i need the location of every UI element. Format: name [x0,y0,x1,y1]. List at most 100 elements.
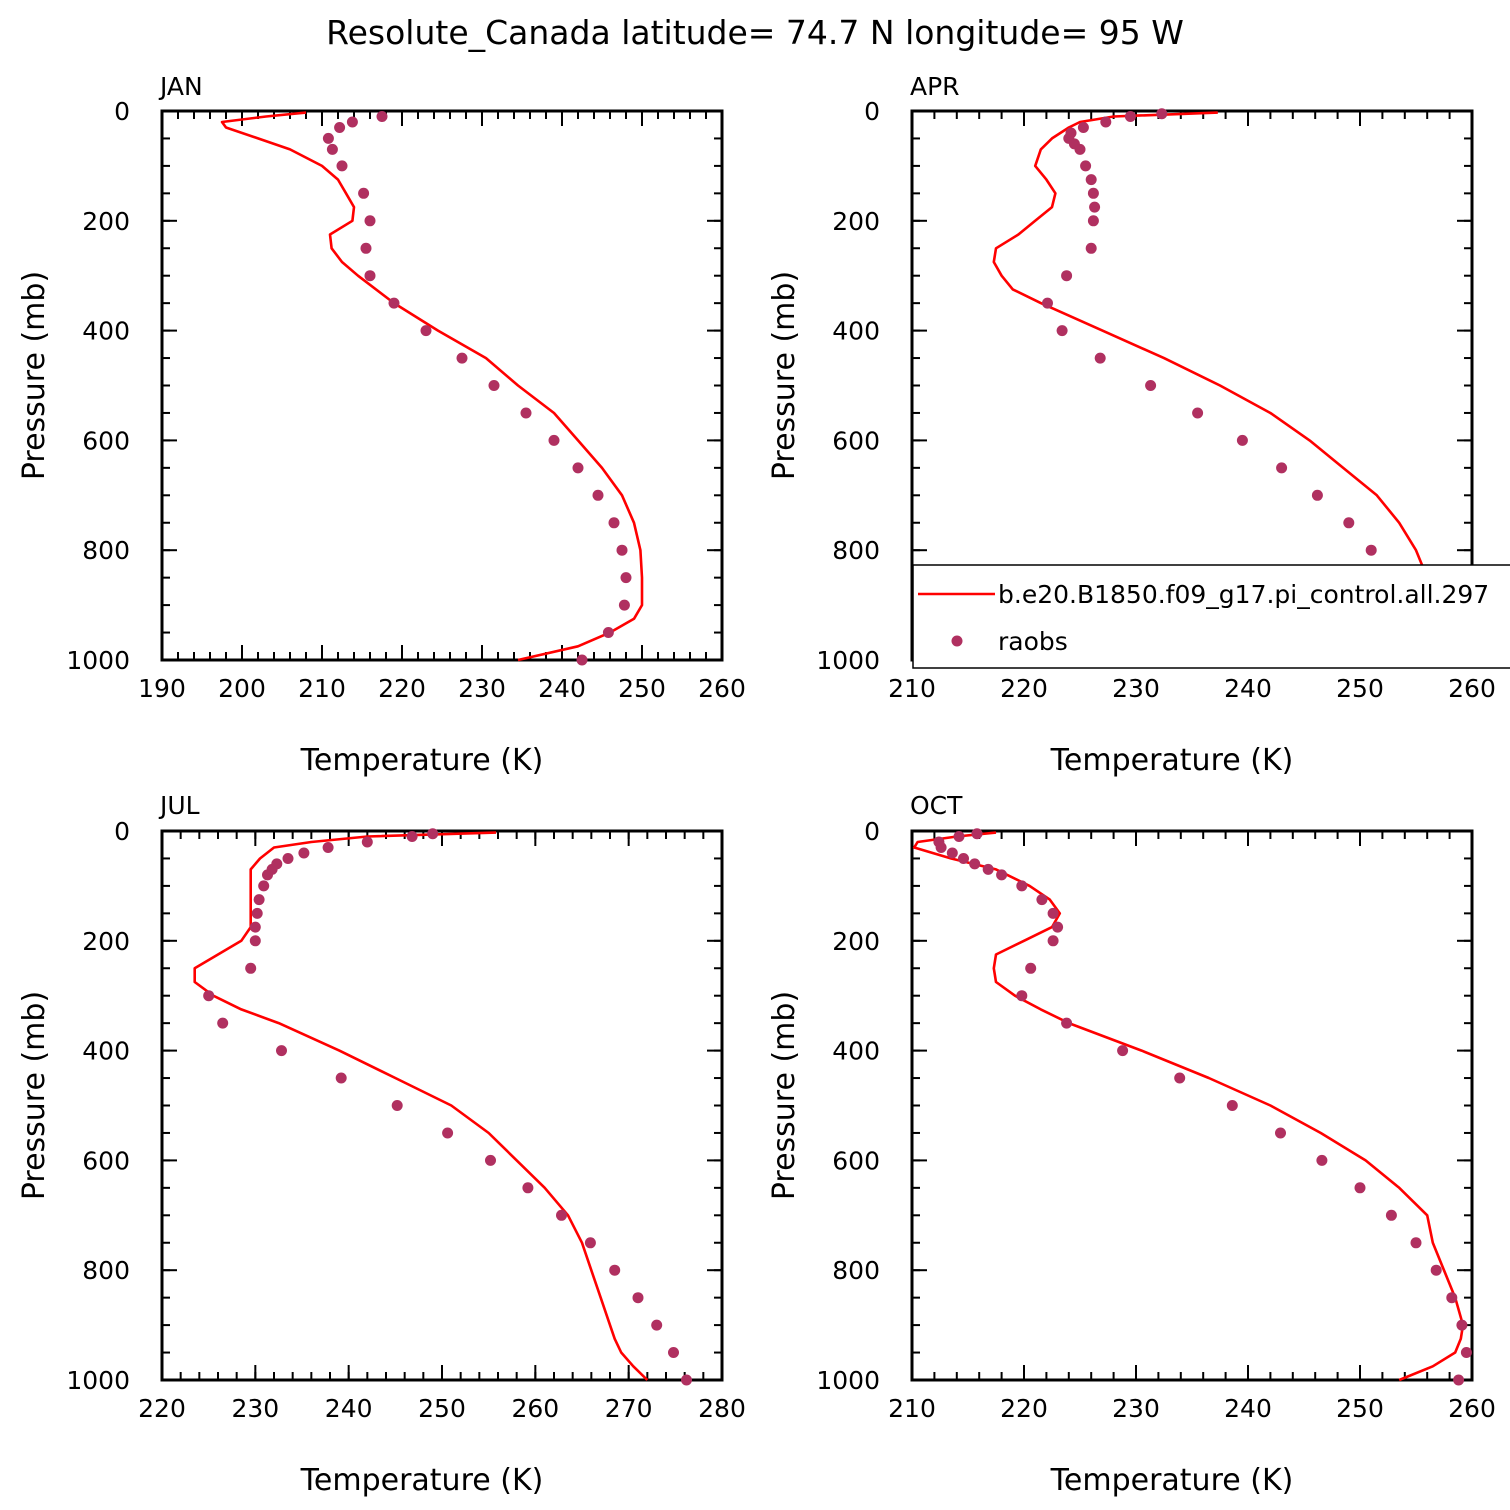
y-tick-label: 400 [82,1037,130,1066]
y-tick-label: 1000 [66,646,130,675]
obs-point [282,853,294,864]
obs-point [1456,1319,1468,1331]
obs-point [1365,544,1377,556]
obs-point [618,599,630,611]
obs-point [1080,160,1092,172]
obs-point [203,990,215,1002]
y-tick-label: 800 [832,536,880,565]
y-tick-label: 400 [82,317,130,346]
x-tick-label: 280 [698,1394,746,1423]
obs-point [336,160,348,172]
y-tick-label: 0 [114,817,130,846]
panel-jul: JUL 220 230 240 250 260 270 280 0 200 400 600 800 100… [17,791,746,1498]
obs-point [346,116,358,128]
y-tick-label: 200 [832,207,880,236]
x-tick-label: 250 [1336,674,1384,703]
obs-point [584,1237,596,1249]
panel-label-jan: JAN [158,72,203,101]
obs-point [1056,325,1068,337]
obs-point [556,1209,567,1221]
x-tick-label: 190 [138,674,186,703]
obs-point [1316,1154,1328,1166]
x-tick-label: 230 [1112,1394,1160,1423]
x-tick-label: 250 [1336,1394,1384,1423]
panel-label-oct: OCT [910,791,963,820]
obs-point [1192,407,1204,419]
obs-point [1036,894,1048,906]
obs-point [1042,297,1053,309]
obs-point [406,831,418,842]
obs-point [258,880,270,892]
y-axis-label: Pressure (mb) [17,271,52,480]
obs-point [1085,174,1097,186]
y-tick-label: 0 [864,97,880,126]
obs-point [616,544,628,556]
y-axis-label: Pressure (mb) [17,991,52,1200]
obs-point [1117,1045,1129,1057]
obs-point [1089,201,1101,213]
x-tick-label: 210 [888,1394,936,1423]
obs-point [1100,116,1112,128]
obs-point [334,122,346,133]
x-tick-label: 240 [1224,1394,1272,1423]
obs-point [1077,122,1089,133]
obs-point [253,894,265,906]
obs-point [946,847,958,859]
obs-point [651,1319,663,1331]
obs-point [249,921,261,933]
obs-point [298,847,310,859]
obs-point [1276,462,1288,474]
plot-frame [160,829,724,1382]
legend-box [912,564,1510,669]
obs-point [1460,1347,1472,1358]
obs-point [442,1127,454,1139]
panel-oct: OCT 210 220 230 240 250 260 0 200 400 600 800 1000 Te… [767,791,1496,1498]
obs-point [217,1017,229,1029]
obs-point [251,907,263,919]
obs-point [609,1264,621,1276]
x-tick-label: 260 [1448,674,1496,703]
obs-point [1052,921,1064,933]
obs-point [958,853,969,864]
x-tick-label: 240 [538,674,586,703]
panels: JAN 190 200 210 220 230 240 250 260 0 200 400 600 800… [17,72,1496,1498]
obs-point [361,836,373,848]
legend: b.e20.B1850.f09_g17.pi_control.all.297 r… [912,564,1510,669]
obs-point [572,462,584,474]
obs-point [245,962,257,974]
obs-point [602,627,614,638]
x-tick-label: 230 [1112,674,1160,703]
obs-point [1085,242,1097,254]
y-tick-label: 600 [82,426,130,455]
obs-point [376,111,388,122]
x-tick-label: 210 [298,674,346,703]
obs-point [620,572,632,584]
obs-point [1430,1264,1442,1276]
y-tick-label: 400 [832,1037,880,1066]
obs-point [364,270,376,282]
plot-frame [910,829,1474,1382]
obs-point [1061,1017,1073,1029]
x-tick-label: 230 [231,1394,279,1423]
obs-point [427,828,439,840]
obs-point [1236,434,1248,446]
y-axis-label: Pressure (mb) [767,271,802,480]
x-tick-label: 260 [698,674,746,703]
obs-point [1016,880,1028,892]
panel-apr: APR 210 220 230 240 250 260 0 200 400 600 800 1000 Te… [767,72,1496,778]
panel-label-apr: APR [910,72,960,101]
y-tick-label: 200 [832,927,880,956]
obs-point [1047,935,1059,947]
obs-point [1145,380,1157,391]
obs-point [322,132,334,144]
x-tick-label: 220 [138,1394,186,1423]
obs-point [1343,517,1355,529]
y-axis-label: Pressure (mb) [767,991,802,1200]
y-tick-label: 600 [832,1146,880,1175]
obs-point [391,1100,403,1111]
obs-point [249,935,261,947]
x-tick-label: 220 [1000,674,1048,703]
obs-point [276,1045,287,1057]
obs-point [681,1374,692,1386]
